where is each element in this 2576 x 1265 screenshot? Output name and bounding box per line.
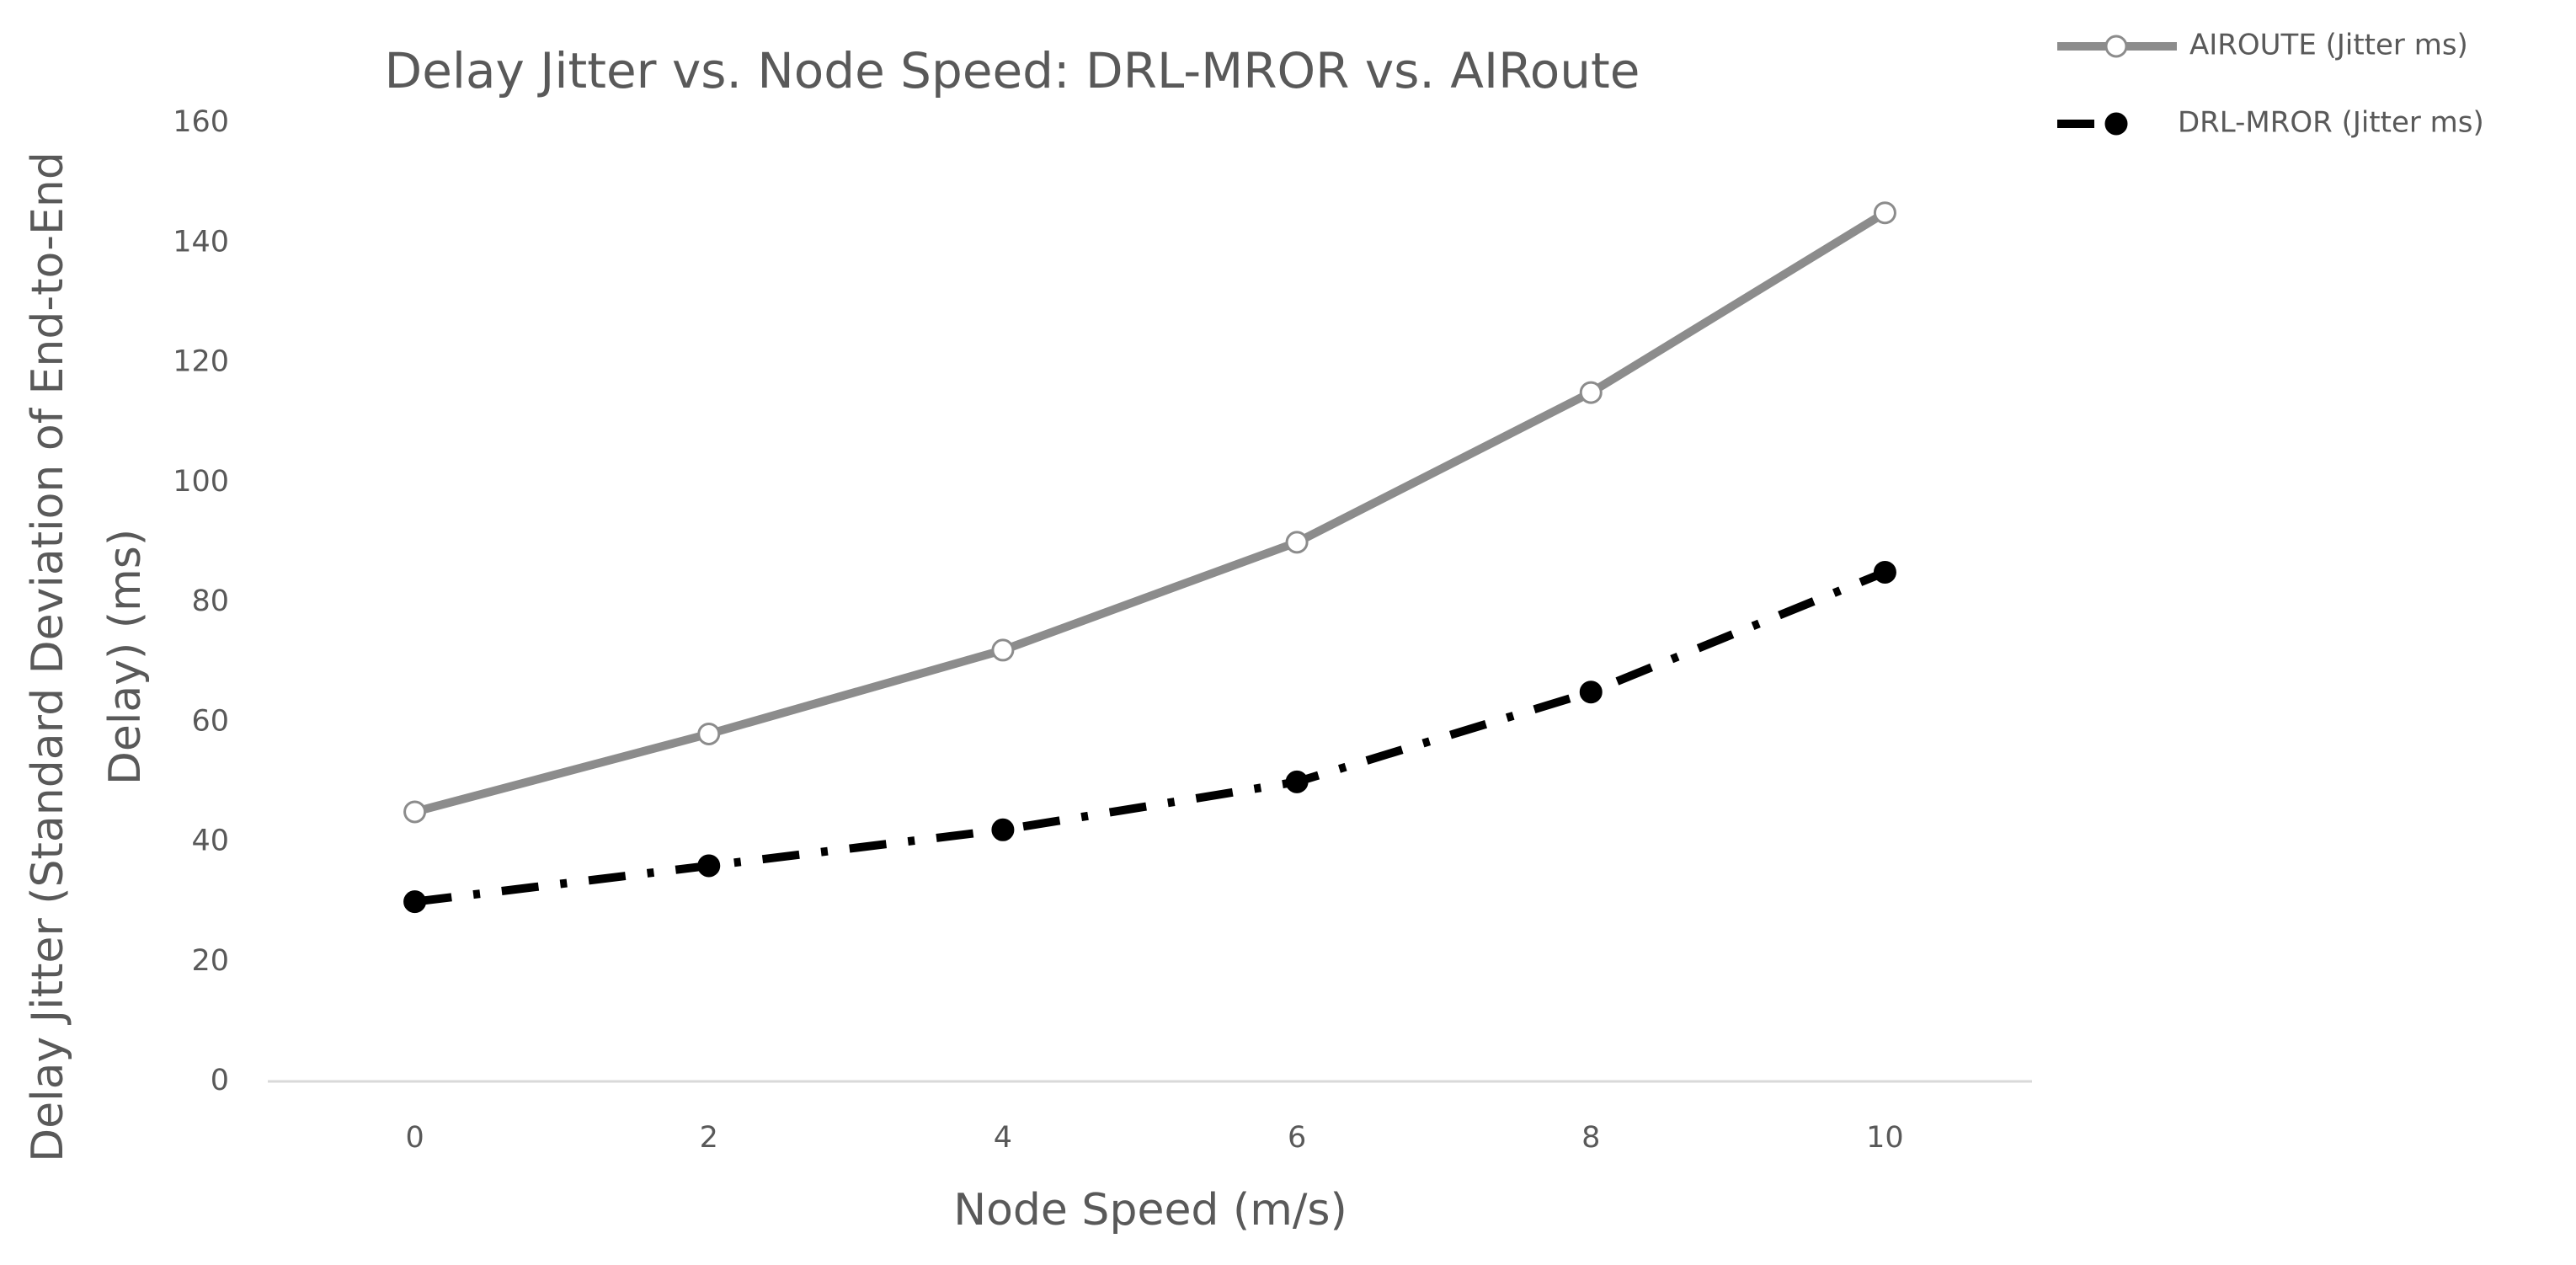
data-point — [1873, 560, 1896, 584]
x-tick-label: 10 — [1866, 1121, 1904, 1155]
data-point — [403, 800, 427, 824]
y-tick-label: 120 — [173, 345, 229, 379]
data-point — [697, 854, 721, 878]
data-point — [1579, 681, 1603, 704]
y-tick-label: 20 — [191, 944, 229, 978]
legend-marker — [2104, 35, 2128, 58]
data-point — [1285, 770, 1309, 793]
x-tick-label: 0 — [405, 1121, 424, 1155]
data-point — [697, 722, 721, 745]
data-point — [1873, 201, 1896, 225]
data-point — [1285, 531, 1309, 554]
series-line — [413, 568, 1887, 906]
y-tick-label: 80 — [191, 584, 229, 618]
y-tick-label: 100 — [173, 465, 229, 499]
data-point — [1579, 381, 1603, 404]
y-tick-label: 40 — [191, 825, 229, 858]
y-tick-label: 140 — [173, 225, 229, 259]
legend-label: DRL-MROR (Jitter ms) — [2178, 106, 2484, 140]
x-tick-label: 4 — [994, 1121, 1012, 1155]
series-line — [413, 209, 1888, 816]
data-point — [403, 890, 427, 914]
y-axis-title-line: Delay Jitter (Standard Deviation of End-… — [23, 152, 73, 1162]
chart-title: Delay Jitter vs. Node Speed: DRL-MROR vs… — [385, 42, 1640, 99]
legend-label: AIROUTE (Jitter ms) — [2189, 29, 2468, 62]
y-axis-title: Delay Jitter (Standard Deviation of End-… — [23, 152, 151, 1162]
y-tick-label: 60 — [191, 704, 229, 738]
y-tick-label: 160 — [173, 105, 229, 139]
x-tick-label: 2 — [700, 1121, 718, 1155]
x-tick-label: 8 — [1581, 1121, 1600, 1155]
data-point — [991, 638, 1015, 662]
y-axis-title-line: Delay) (ms) — [100, 529, 151, 785]
legend-marker — [2104, 112, 2128, 136]
x-axis-title: Node Speed (m/s) — [953, 1185, 1347, 1236]
x-tick-label: 6 — [1288, 1121, 1306, 1155]
y-tick-label: 0 — [211, 1064, 229, 1097]
data-point — [991, 818, 1015, 841]
